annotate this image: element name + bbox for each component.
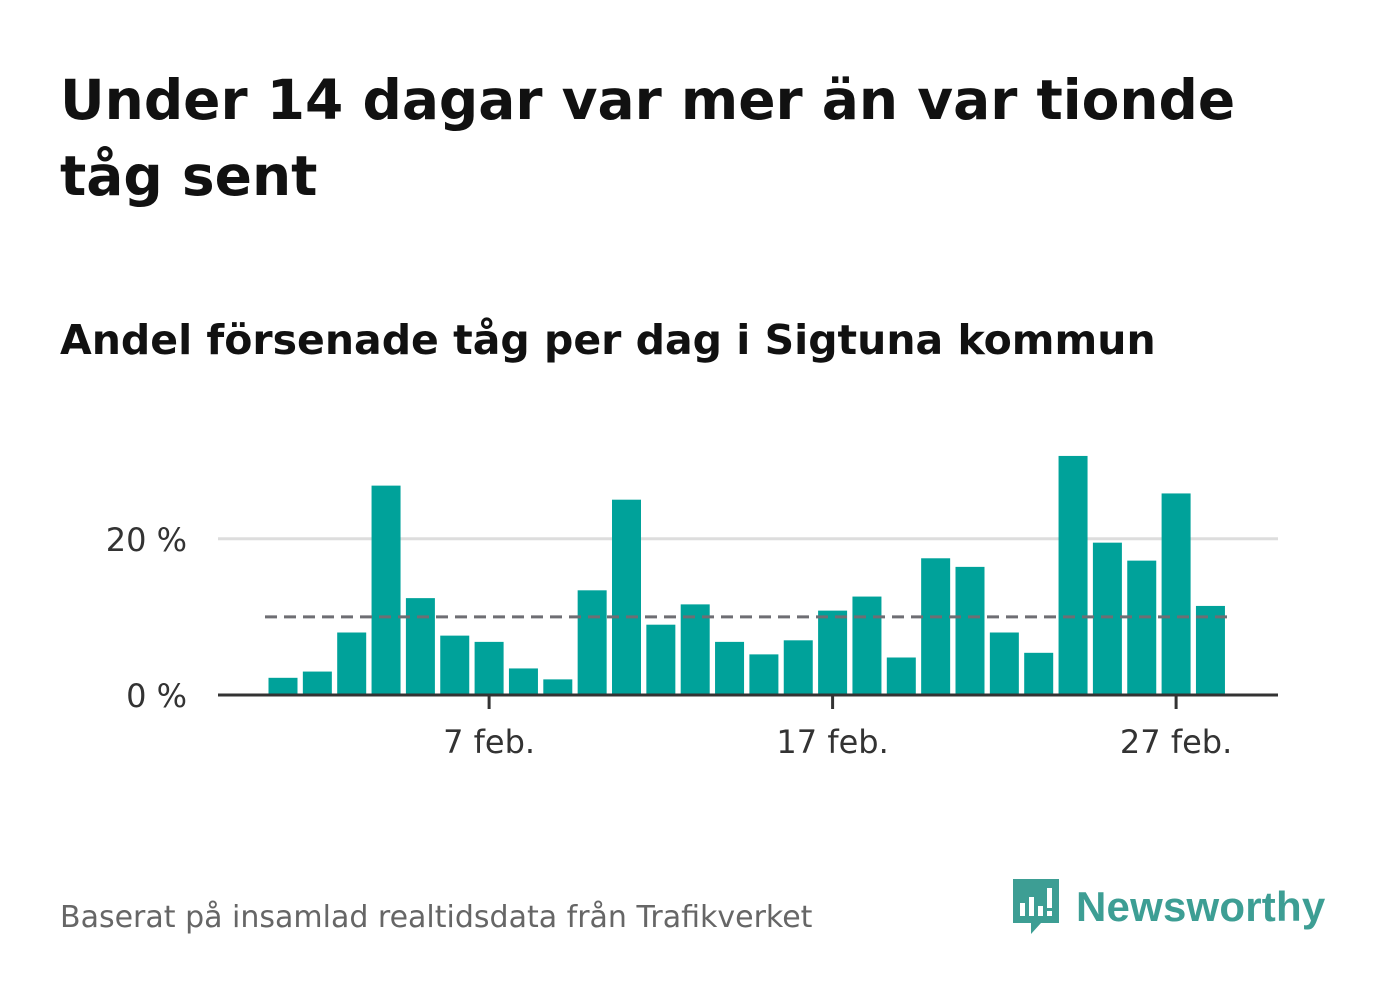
bar (474, 641, 504, 695)
brand-name: Newsworthy (1076, 883, 1326, 930)
bar (1127, 560, 1157, 695)
bar (337, 632, 367, 695)
chart-subtitle: Andel försenade tåg per dag i Sigtuna ko… (60, 316, 1156, 364)
bar (612, 499, 641, 695)
bar-chart: 7 feb. 17 feb. 27 feb. 0 % 20 % (106, 455, 1278, 761)
bar (302, 671, 332, 695)
y-tick-label: 0 % (126, 677, 187, 715)
bar (508, 668, 538, 695)
bar (1161, 493, 1191, 695)
x-tick-label: 17 feb. (776, 723, 888, 761)
bar (440, 635, 470, 695)
bar (646, 624, 676, 695)
bar (1092, 542, 1122, 695)
bar (715, 641, 745, 695)
newsworthy-logo-icon (1013, 879, 1059, 934)
y-tick-label: 20 % (106, 521, 187, 559)
bar (577, 590, 607, 695)
bars (268, 455, 1225, 695)
bar (680, 604, 710, 695)
bar (1195, 605, 1225, 695)
bar (268, 677, 298, 695)
x-tick-label: 27 feb. (1120, 723, 1232, 761)
bar (543, 679, 573, 695)
source-note: Baserat på insamlad realtidsdata från Tr… (60, 900, 813, 935)
bar (886, 657, 916, 695)
x-tick-label: 7 feb. (443, 723, 535, 761)
bar (783, 640, 813, 695)
bar (405, 598, 435, 695)
bar (921, 558, 951, 695)
bar (989, 632, 1019, 695)
bar (955, 566, 985, 695)
chart-title: Under 14 dagar var mer än var tionde tåg… (60, 68, 1236, 208)
bar (852, 596, 882, 695)
bar (371, 485, 401, 695)
bar (749, 654, 779, 695)
bar (1024, 652, 1054, 695)
brand-logo: Newsworthy (1010, 876, 1325, 938)
bar (1058, 455, 1088, 695)
y-axis-ticks: 0 % 20 % (106, 521, 187, 715)
bar (818, 610, 848, 695)
x-axis-ticks: 7 feb. 17 feb. 27 feb. (443, 695, 1232, 761)
